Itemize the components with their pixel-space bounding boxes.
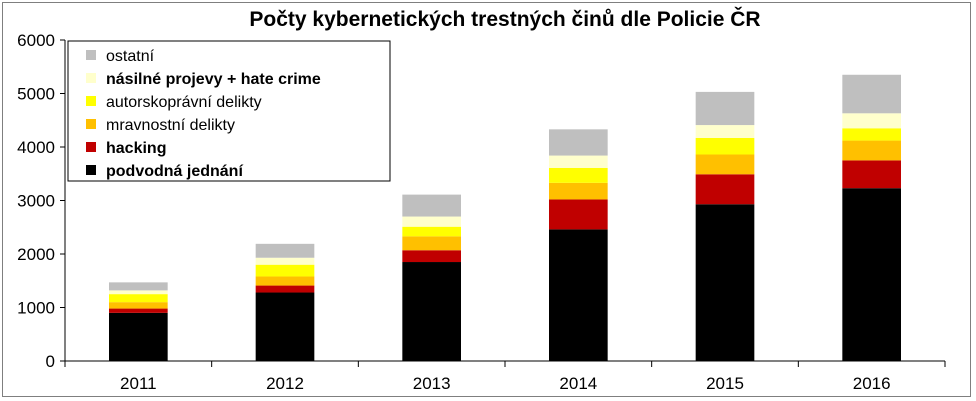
bar-segment <box>549 199 608 230</box>
y-tick-label: 4000 <box>17 138 55 157</box>
y-axis: 0 1000 2000 3000 4000 5000 6000 <box>17 31 66 371</box>
bar-segment <box>549 229 608 361</box>
bar-segment <box>402 262 461 361</box>
bar-segment <box>109 290 168 295</box>
legend: ostatní násilné projevy + hate crime autor… <box>67 40 391 182</box>
legend-swatch <box>86 50 96 60</box>
bar-segment <box>109 294 168 303</box>
legend-label: autorskoprávní delikty <box>106 94 262 111</box>
y-tick-label: 5000 <box>17 85 55 104</box>
bar-segment <box>255 276 315 286</box>
legend-label: ostatní <box>106 48 155 65</box>
bar-segment <box>402 194 461 217</box>
bar-segment <box>549 182 608 200</box>
x-tick-label: 2015 <box>706 374 744 393</box>
x-tick-label: 2012 <box>266 374 304 393</box>
bar-segment <box>549 167 608 183</box>
bar-segment <box>549 155 608 168</box>
legend-box <box>67 40 391 182</box>
legend-label: mravnostní delikty <box>106 117 235 134</box>
legend-swatch <box>86 73 96 83</box>
bar-segment <box>255 292 315 361</box>
bar-segment <box>695 174 755 205</box>
legend-swatch <box>86 96 96 106</box>
bar-segment <box>109 302 168 309</box>
bar-segment <box>695 137 755 155</box>
bar-segment <box>255 243 315 258</box>
y-tick-label: 2000 <box>17 245 55 264</box>
legend-swatch <box>86 119 96 129</box>
bar-segment <box>695 154 755 175</box>
bar-segment <box>842 160 901 189</box>
y-tick-label: 0 <box>46 352 55 371</box>
bar-segment <box>842 113 901 129</box>
chart-title: Počty kybernetických trestných činů dle … <box>249 7 760 31</box>
x-tick-label: 2014 <box>559 374 597 393</box>
y-tick-label: 6000 <box>17 31 55 50</box>
bars <box>109 74 901 361</box>
legend-label: násilné projevy + hate crime <box>106 71 321 88</box>
bar-segment <box>549 129 608 156</box>
legend-label: hacking <box>106 140 166 157</box>
x-tick-label: 2016 <box>853 374 891 393</box>
bar-segment <box>255 285 315 293</box>
bar-segment <box>402 250 461 263</box>
x-tick-label: 2011 <box>120 374 157 393</box>
bar-segment <box>402 216 461 227</box>
bar-segment <box>695 204 755 361</box>
bar-segment <box>842 140 901 161</box>
bar-segment <box>842 188 901 361</box>
bar-segment <box>842 128 901 141</box>
bar-segment <box>109 282 168 291</box>
bar-segment <box>695 125 755 138</box>
bar-segment <box>109 308 168 313</box>
x-axis: 2011 2012 2013 2014 2015 2016 <box>64 360 946 393</box>
y-tick-label: 3000 <box>17 192 55 211</box>
y-tick-label: 1000 <box>17 299 55 318</box>
x-tick-label: 2013 <box>413 374 451 393</box>
legend-label: podvodná jednání <box>106 163 243 180</box>
legend-swatch <box>86 165 96 175</box>
bar-segment <box>842 74 901 114</box>
bar-segment <box>109 312 168 361</box>
bar-segment <box>695 91 755 126</box>
bar-segment <box>255 264 315 277</box>
bar-segment <box>402 226 461 237</box>
legend-swatch <box>86 142 96 152</box>
bar-segment <box>402 236 461 251</box>
bar-segment <box>255 257 315 265</box>
